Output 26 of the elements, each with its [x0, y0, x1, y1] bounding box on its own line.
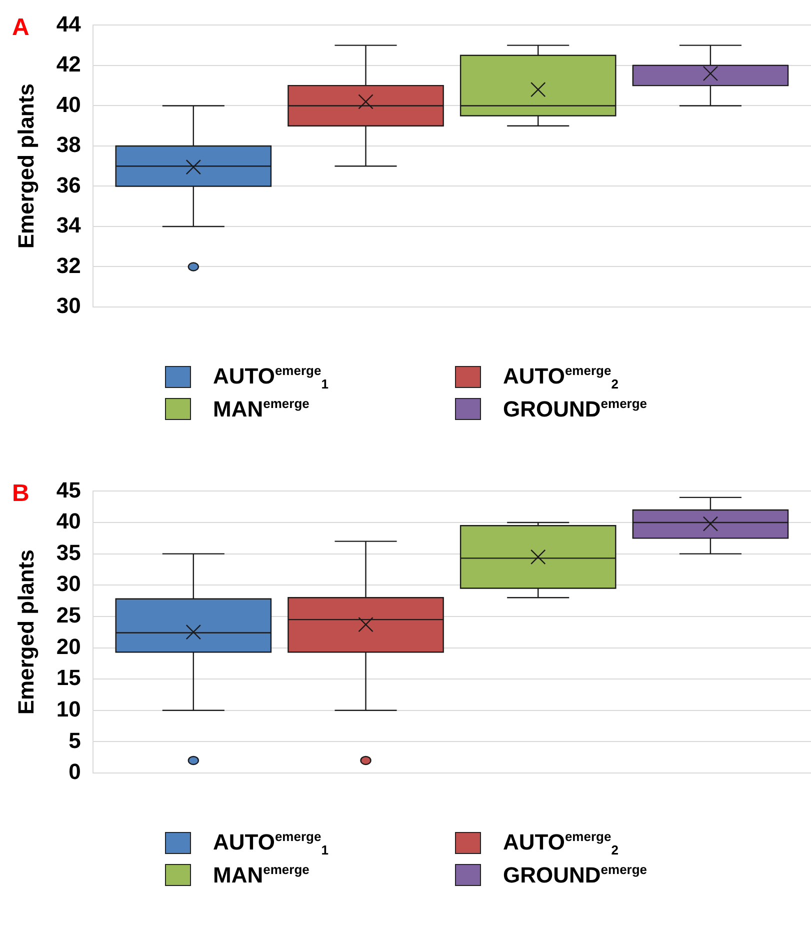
chart-title: B [12, 480, 30, 508]
y-axis-title: Emerged plants [13, 550, 38, 715]
legend-label: MAN$^{emerge}$ [213, 396, 310, 422]
y-tick-label: 30 [56, 571, 81, 596]
y-tick-label: 0 [68, 759, 81, 784]
y-tick-label: 40 [56, 92, 81, 117]
y-tick-label: 38 [56, 132, 81, 158]
y-tick-label: 5 [68, 728, 81, 753]
legend-label: GROUND$^{emerge}$ [503, 862, 648, 888]
y-axis-title: Emerged plants [13, 84, 38, 249]
legend-label: MAN$^{emerge}$ [213, 862, 310, 888]
y-tick-label: 25 [56, 602, 81, 628]
y-tick-label: 42 [56, 52, 81, 77]
y-tick-label: 36 [56, 172, 81, 198]
y-tick-label: 30 [56, 293, 81, 318]
y-tick-label: 32 [56, 252, 81, 278]
y-tick-label: 44 [56, 11, 82, 36]
y-tick-label: 20 [56, 634, 81, 659]
y-tick-label: 10 [56, 696, 81, 722]
legend-label: GROUND$^{emerge}$ [503, 396, 648, 422]
y-tick-label: 40 [56, 508, 81, 534]
y-tick-label: 35 [56, 540, 81, 565]
y-tick-label: 34 [56, 212, 82, 238]
chart-title: A [12, 14, 30, 42]
y-tick-label: 15 [56, 665, 81, 690]
y-tick-label: 45 [56, 477, 81, 502]
